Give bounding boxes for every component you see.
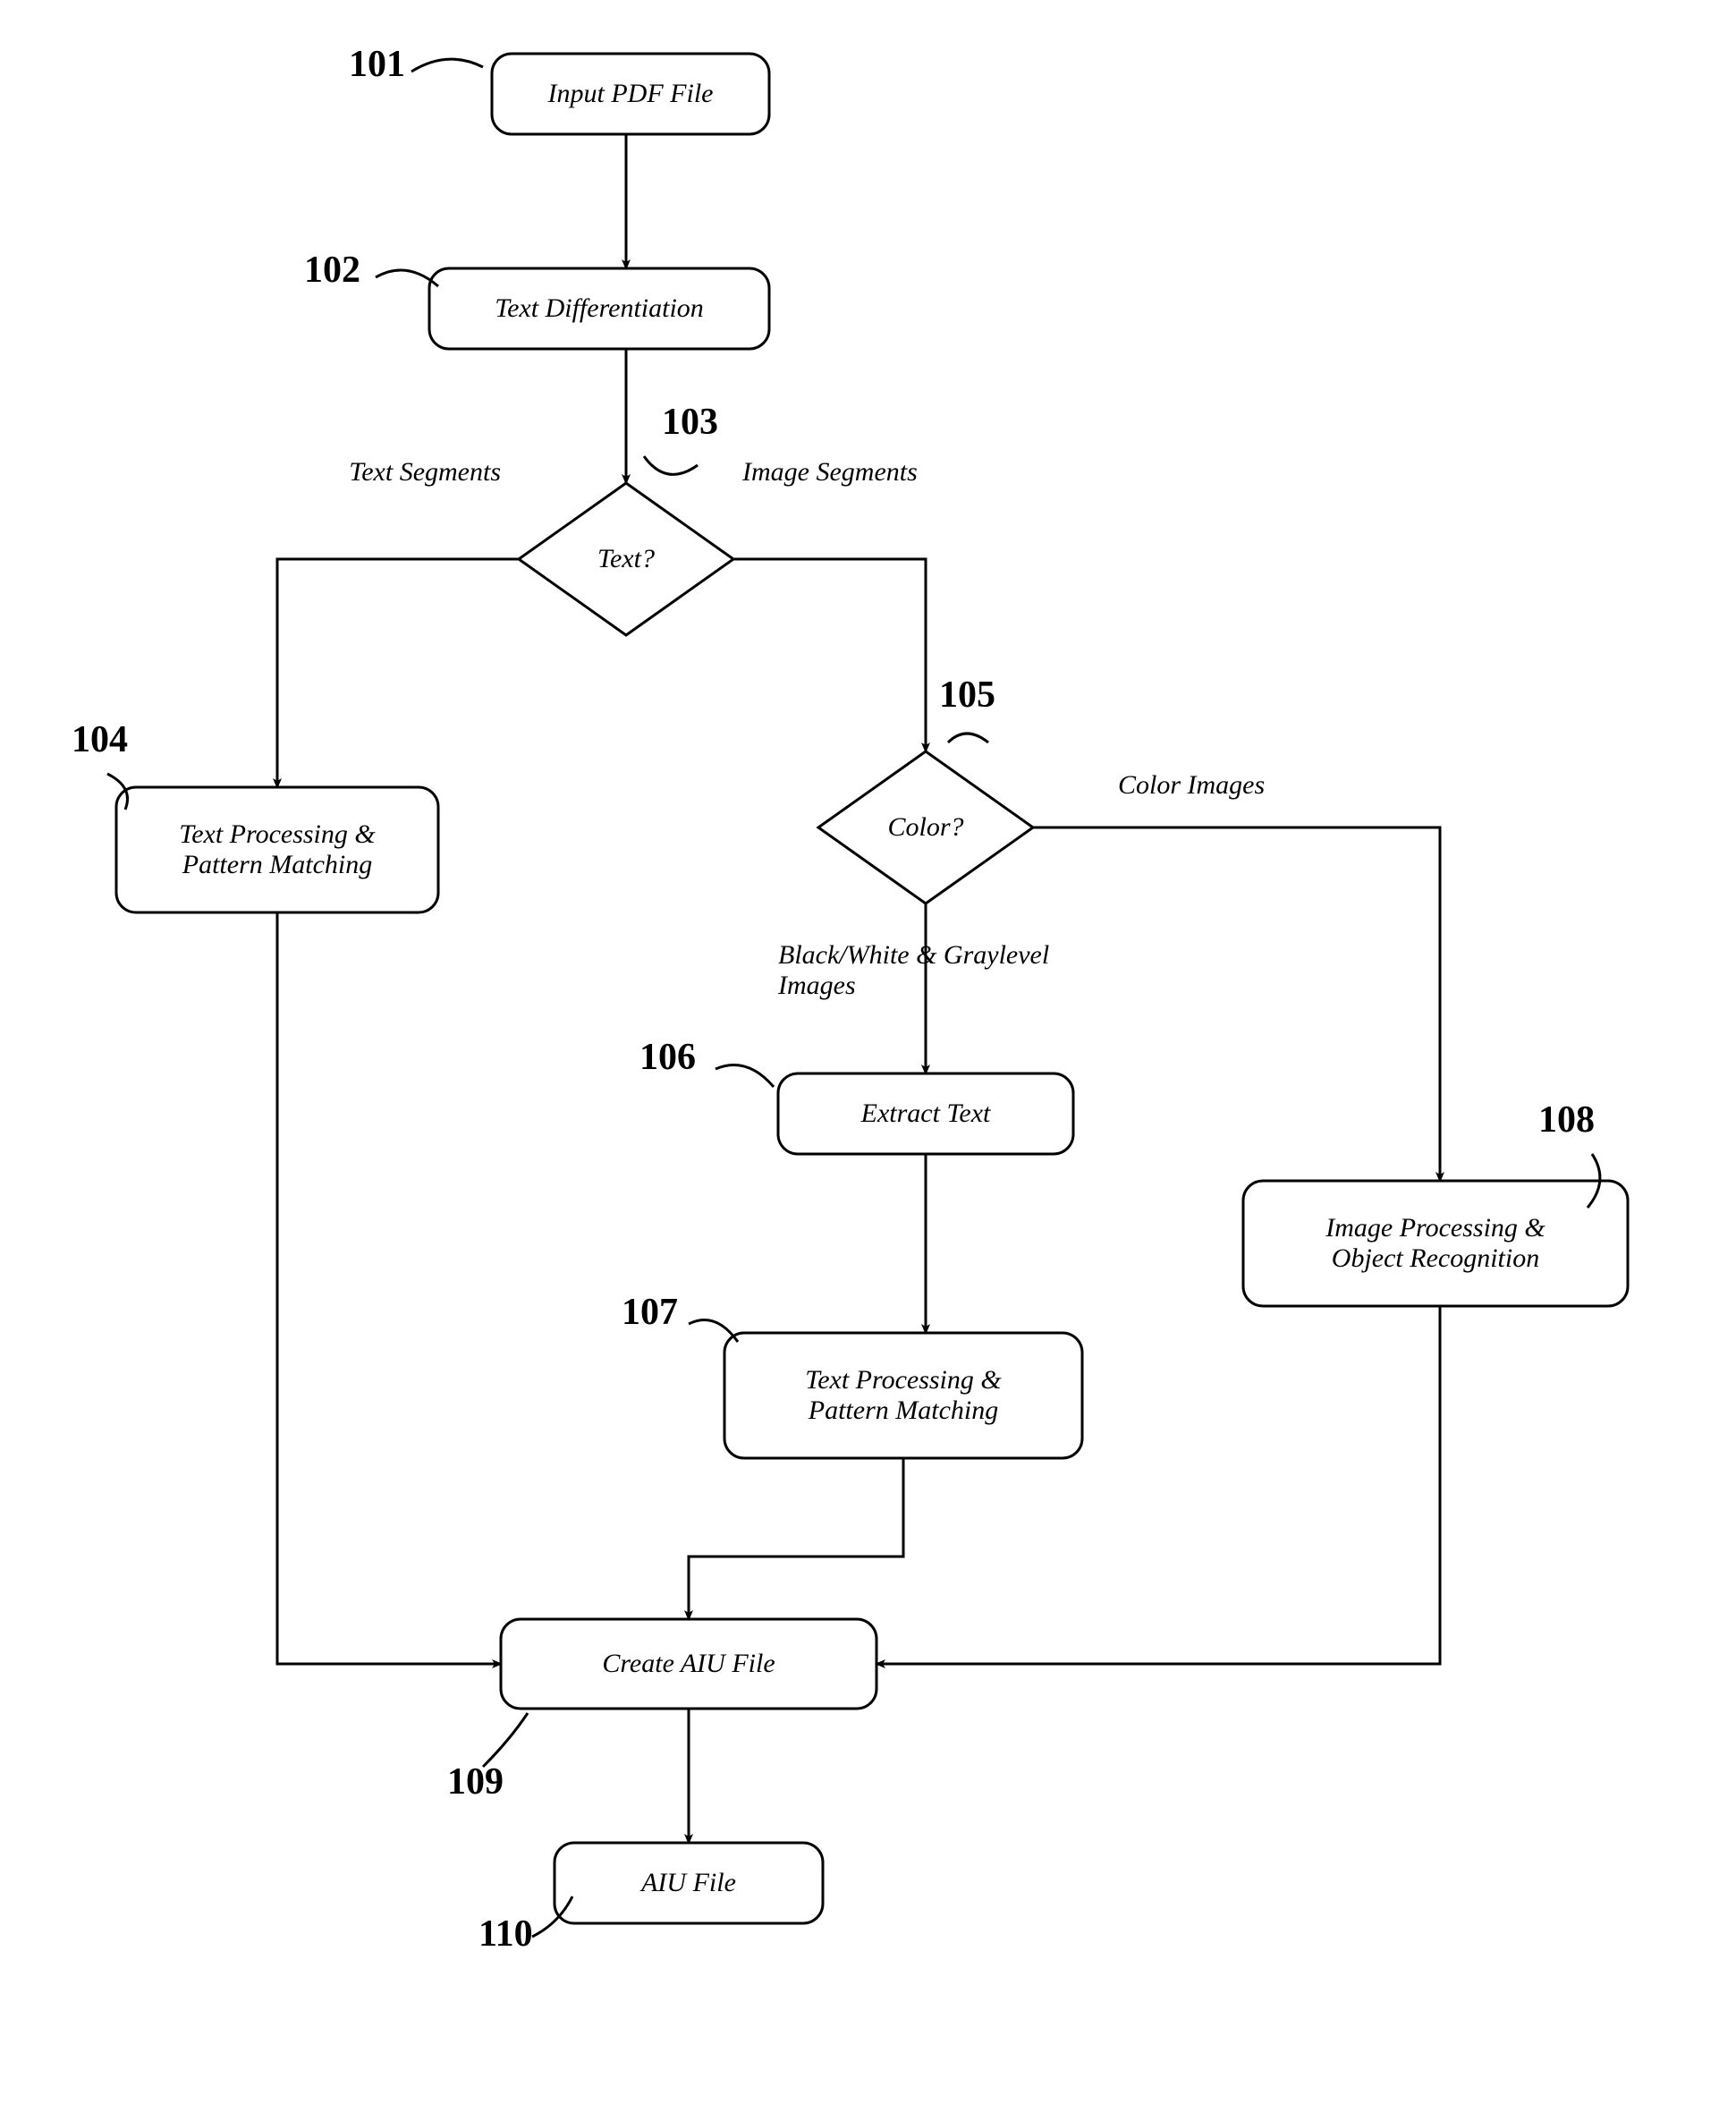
ref-connector: [716, 1065, 774, 1088]
node-label: Create AIU File: [602, 1649, 775, 1678]
node-label: Text Processing &: [179, 819, 376, 849]
node-n105: Color?: [818, 751, 1033, 904]
node-label: Color?: [887, 812, 963, 842]
ref-number: 104: [72, 719, 128, 760]
edge-n103-n105: Image Segments: [733, 457, 926, 751]
nodes-layer: Input PDF FileText DifferentiationText?T…: [116, 54, 1628, 1923]
ref-n102: 102: [304, 250, 438, 291]
edge-label: Text Segments: [349, 457, 501, 487]
node-n104: Text Processing &Pattern Matching: [116, 787, 438, 912]
ref-number: 108: [1538, 1099, 1595, 1141]
edge-label: Black/White & Graylevel: [778, 940, 1049, 970]
ref-n106: 106: [639, 1037, 774, 1087]
node-label: Pattern Matching: [808, 1396, 998, 1425]
node-label: Input PDF File: [547, 79, 714, 108]
ref-connector: [948, 734, 988, 742]
node-label: Text?: [597, 544, 655, 573]
node-n106: Extract Text: [778, 1073, 1073, 1154]
node-n110: AIU File: [555, 1843, 823, 1923]
flowchart-canvas: Text Segments Image Segments Black/White &…: [0, 0, 1736, 2104]
ref-number: 106: [639, 1037, 696, 1078]
ref-number: 101: [349, 44, 405, 85]
edges-layer: Text Segments Image Segments Black/White &…: [277, 134, 1440, 1843]
edge-n103-n104: Text Segments: [277, 457, 519, 787]
node-n109: Create AIU File: [501, 1619, 876, 1709]
ref-n107: 107: [622, 1292, 738, 1342]
node-label: Text Processing &: [805, 1365, 1002, 1395]
ref-number: 107: [622, 1292, 678, 1333]
ref-n105: 105: [939, 674, 995, 742]
edge-n105-n108: Color Images: [1033, 770, 1440, 1181]
ref-connector: [644, 456, 698, 474]
node-label: Image Processing &: [1325, 1213, 1545, 1243]
edge-n107-n109: [689, 1458, 903, 1619]
node-n103: Text?: [519, 483, 733, 635]
node-label: AIU File: [639, 1868, 736, 1897]
ref-connector: [411, 59, 483, 72]
edge-n104-n109: [277, 912, 501, 1664]
ref-number: 105: [939, 674, 995, 716]
ref-number: 103: [662, 402, 718, 443]
ref-n109: 109: [447, 1713, 528, 1803]
node-n101: Input PDF File: [492, 54, 769, 134]
edge-n105-n106: Black/White & GraylevelImages: [777, 904, 1049, 1073]
ref-n101: 101: [349, 44, 483, 85]
ref-number: 109: [447, 1761, 504, 1803]
node-n102: Text Differentiation: [429, 268, 769, 349]
node-label: Text Differentiation: [495, 293, 704, 323]
node-n108: Image Processing &Object Recognition: [1243, 1181, 1628, 1306]
edge-label: Images: [777, 971, 856, 1000]
edge-label: Color Images: [1118, 770, 1265, 800]
node-label: Pattern Matching: [182, 850, 372, 879]
node-label: Extract Text: [860, 1099, 991, 1128]
ref-connector: [483, 1713, 528, 1767]
ref-number: 110: [478, 1913, 533, 1955]
node-label: Object Recognition: [1332, 1243, 1539, 1273]
edge-label: Image Segments: [741, 457, 918, 487]
ref-number: 102: [304, 250, 360, 291]
ref-n103: 103: [644, 402, 718, 474]
node-n107: Text Processing &Pattern Matching: [724, 1333, 1082, 1458]
